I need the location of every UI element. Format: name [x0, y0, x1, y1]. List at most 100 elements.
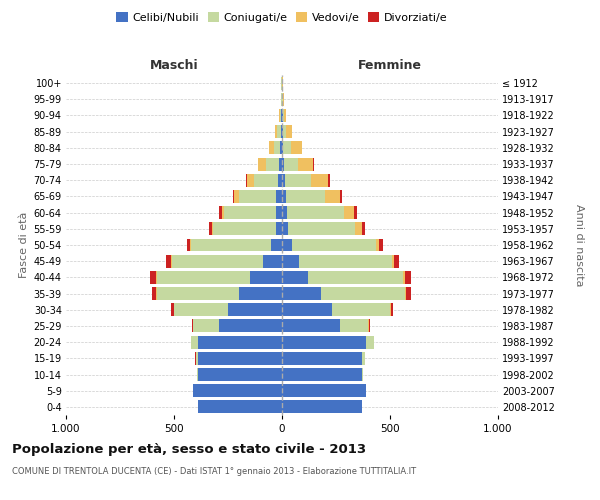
Bar: [157, 271, 250, 284]
Bar: [291, 142, 302, 154]
Bar: [287, 206, 344, 219]
Y-axis label: Anni di nascita: Anni di nascita: [574, 204, 584, 286]
Bar: [355, 206, 357, 219]
Bar: [150, 271, 155, 284]
Bar: [282, 158, 284, 170]
Bar: [282, 304, 332, 316]
Text: Maschi: Maschi: [149, 59, 199, 72]
Bar: [156, 287, 157, 300]
Bar: [340, 320, 368, 332]
Bar: [172, 304, 173, 316]
Bar: [247, 174, 254, 186]
Bar: [190, 238, 191, 252]
Bar: [155, 271, 157, 284]
Bar: [362, 352, 365, 365]
Bar: [257, 158, 258, 170]
Bar: [213, 222, 275, 235]
Bar: [220, 206, 221, 219]
Bar: [250, 271, 282, 284]
Text: Femmine: Femmine: [358, 59, 422, 72]
Bar: [281, 125, 282, 138]
Bar: [275, 222, 282, 235]
Bar: [212, 222, 213, 235]
Bar: [258, 158, 266, 170]
Bar: [239, 190, 275, 203]
Bar: [209, 222, 212, 235]
Bar: [196, 352, 198, 365]
Bar: [174, 304, 228, 316]
Bar: [228, 304, 282, 316]
Bar: [344, 206, 355, 219]
Bar: [282, 384, 366, 397]
Bar: [282, 109, 283, 122]
Bar: [282, 190, 286, 203]
Bar: [376, 238, 379, 252]
Bar: [282, 400, 362, 413]
Bar: [299, 254, 392, 268]
Bar: [282, 174, 285, 186]
Bar: [325, 190, 340, 203]
Bar: [280, 142, 282, 154]
Bar: [282, 271, 308, 284]
Bar: [269, 142, 274, 154]
Bar: [277, 125, 281, 138]
Bar: [283, 125, 286, 138]
Text: COMUNE DI TRENTOLA DUCENTA (CE) - Dati ISTAT 1° gennaio 2013 - Elaborazione TUTT: COMUNE DI TRENTOLA DUCENTA (CE) - Dati I…: [12, 468, 416, 476]
Bar: [282, 320, 340, 332]
Bar: [282, 125, 283, 138]
Text: Popolazione per età, sesso e stato civile - 2013: Popolazione per età, sesso e stato civil…: [12, 442, 366, 456]
Bar: [191, 336, 198, 348]
Bar: [283, 142, 291, 154]
Bar: [279, 158, 282, 170]
Bar: [233, 190, 235, 203]
Bar: [292, 238, 376, 252]
Bar: [274, 142, 280, 154]
Bar: [192, 320, 193, 332]
Bar: [271, 238, 282, 252]
Bar: [280, 109, 281, 122]
Bar: [191, 238, 271, 252]
Bar: [266, 158, 279, 170]
Bar: [369, 320, 370, 332]
Bar: [275, 206, 282, 219]
Bar: [220, 320, 282, 332]
Bar: [283, 93, 284, 106]
Bar: [282, 206, 287, 219]
Bar: [366, 336, 374, 348]
Bar: [289, 222, 355, 235]
Bar: [198, 400, 282, 413]
Bar: [254, 174, 278, 186]
Bar: [282, 368, 362, 381]
Bar: [193, 320, 220, 332]
Bar: [340, 190, 342, 203]
Bar: [239, 287, 282, 300]
Bar: [282, 287, 321, 300]
Bar: [281, 109, 282, 122]
Bar: [187, 238, 190, 252]
Bar: [224, 206, 275, 219]
Bar: [152, 287, 156, 300]
Bar: [313, 158, 314, 170]
Bar: [235, 190, 239, 203]
Bar: [355, 222, 362, 235]
Bar: [390, 304, 391, 316]
Bar: [311, 174, 328, 186]
Bar: [328, 174, 329, 186]
Bar: [394, 254, 399, 268]
Bar: [405, 287, 406, 300]
Bar: [171, 254, 172, 268]
Bar: [275, 190, 282, 203]
Bar: [286, 190, 325, 203]
Bar: [157, 287, 239, 300]
Bar: [392, 254, 394, 268]
Bar: [379, 238, 383, 252]
Bar: [282, 222, 289, 235]
Bar: [286, 125, 292, 138]
Bar: [298, 158, 313, 170]
Bar: [406, 287, 411, 300]
Bar: [321, 287, 405, 300]
Bar: [284, 158, 298, 170]
Bar: [198, 336, 282, 348]
Bar: [283, 109, 284, 122]
Bar: [278, 174, 282, 186]
